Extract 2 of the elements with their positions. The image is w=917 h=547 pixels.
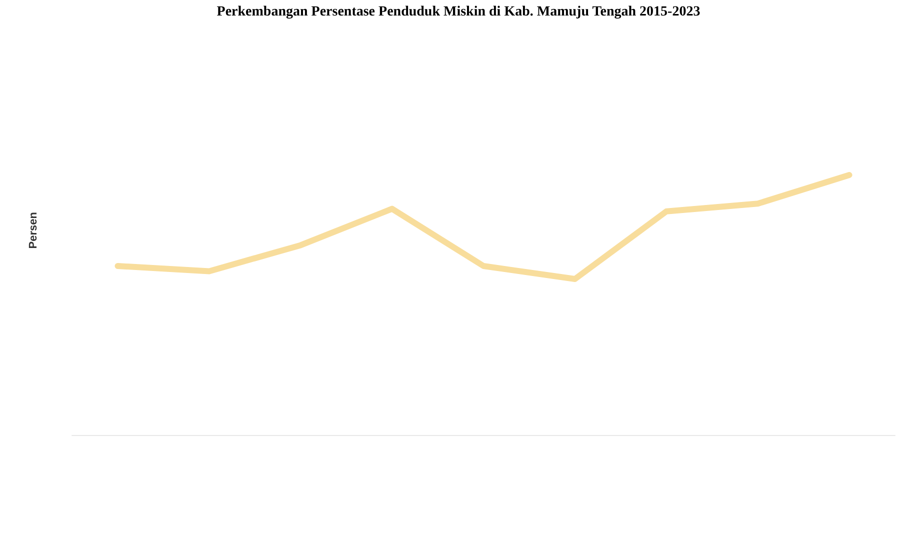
y-axis-title: Persen	[28, 212, 40, 249]
chart-title: Perkembangan Persentase Penduduk Miskin di Kab. Mamuju Tengah 2015-2023	[216, 4, 700, 20]
